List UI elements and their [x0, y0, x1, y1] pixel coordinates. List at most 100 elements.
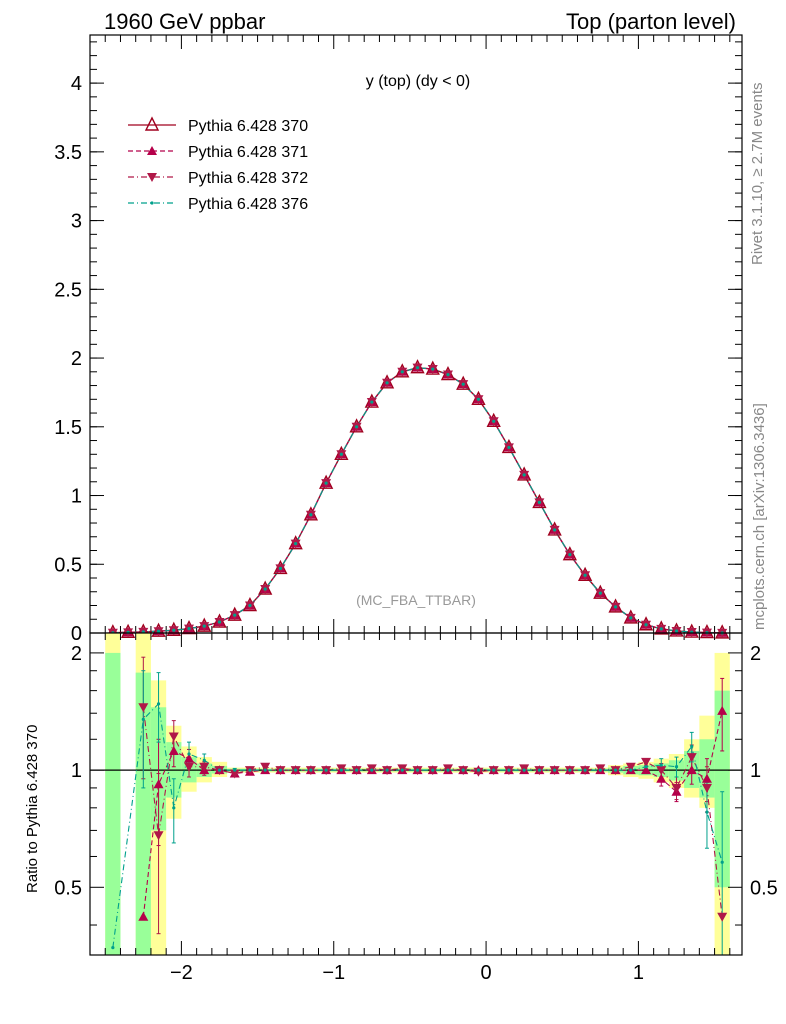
ratio-data-point	[156, 702, 161, 706]
data-point	[568, 553, 572, 557]
data-point	[309, 513, 313, 517]
ratio-series-layer	[111, 656, 728, 956]
legend-marker	[150, 201, 154, 205]
ratio-uncertainty-bands	[90, 633, 742, 955]
ratio-y-axis-label: Ratio to Pythia 6.428 370	[24, 725, 41, 893]
ratio-data-point	[153, 779, 164, 789]
ratio-data-point	[598, 768, 602, 772]
ratio-data-point	[583, 768, 587, 772]
data-point	[294, 542, 298, 546]
header-energy-label: 1960 GeV ppbar	[104, 9, 265, 34]
ratio-data-point	[385, 768, 389, 772]
ratio-data-point	[184, 753, 195, 763]
data-point	[187, 627, 191, 631]
ratio-plot-frame	[89, 632, 743, 956]
ratio-data-point	[431, 768, 435, 772]
main-plot-title: y (top) (dy < 0)	[366, 73, 470, 90]
data-point	[156, 629, 161, 633]
y-tick-label: 1.5	[54, 417, 82, 439]
ratio-data-point	[656, 766, 667, 776]
data-point	[400, 370, 404, 374]
ratio-data-point	[641, 757, 652, 767]
data-point	[674, 629, 679, 633]
ratio-data-point	[613, 768, 618, 772]
ratio-y-tick-label-left: 2	[71, 643, 82, 665]
ratio-data-point	[138, 911, 149, 921]
main-panel: 0 0.5 1 1.5 2 2.5 3 3.5 4 y (top) (dy < 0) (MC_F…	[54, 34, 743, 645]
data-point	[446, 372, 450, 377]
ratio-data-point	[294, 768, 298, 772]
ratio-data-point	[705, 810, 709, 814]
main-axis-ticks: 0 0.5 1 1.5 2 2.5 3 3.5 4	[54, 35, 742, 645]
rivet-version-label: Rivet 3.1.10, ≥ 2.7M events	[749, 83, 766, 266]
main-series-layer	[105, 359, 730, 639]
ratio-data-point	[370, 768, 374, 772]
data-point	[659, 627, 663, 631]
x-tick-label: −1	[322, 962, 345, 984]
ratio-series-line	[112, 702, 723, 948]
x-tick-label: 0	[481, 962, 492, 984]
ratio-data-point	[522, 768, 526, 772]
ratio-data-point	[537, 768, 541, 772]
data-point	[248, 603, 252, 608]
ratio-data-point	[701, 783, 712, 793]
data-point	[629, 616, 633, 620]
legend-label: Pythia 6.428 370	[188, 118, 308, 135]
legend-label: Pythia 6.428 376	[188, 196, 308, 213]
ratio-data-point	[168, 745, 179, 755]
ratio-data-point	[690, 744, 694, 749]
ratio-data-point	[111, 945, 115, 950]
ratio-data-point	[686, 765, 697, 775]
ratio-data-point	[202, 758, 206, 762]
ratio-data-point	[199, 762, 210, 772]
ratio-data-point	[187, 752, 191, 756]
data-point	[415, 366, 420, 370]
legend-label: Pythia 6.428 371	[188, 144, 308, 161]
ratio-series-line	[142, 707, 723, 917]
ratio-data-point	[629, 768, 633, 772]
data-point	[522, 473, 526, 477]
y-tick-label: 1	[71, 486, 82, 508]
y-tick-label: 0	[71, 623, 82, 645]
data-point	[461, 382, 465, 386]
legend-marker	[147, 173, 157, 182]
ratio-data-point	[507, 768, 511, 772]
ratio-data-point	[717, 705, 728, 715]
ratio-data-point	[656, 773, 667, 783]
ratio-data-point	[674, 765, 679, 769]
data-point	[278, 566, 283, 570]
ratio-y-tick-label-left: 0.5	[54, 877, 82, 899]
ratio-y-tick-label-right: 1	[750, 760, 761, 782]
ratio-data-point	[415, 768, 420, 772]
ratio-data-point	[644, 765, 648, 769]
data-point	[202, 624, 206, 628]
data-point	[172, 628, 176, 632]
y-tick-label: 3	[71, 211, 82, 233]
data-point	[354, 425, 359, 429]
ratio-y-tick-label-right: 0.5	[750, 877, 778, 899]
ratio-data-point	[717, 912, 728, 922]
ratio-data-point	[720, 860, 724, 864]
ratio-data-point	[248, 768, 252, 772]
data-point	[583, 573, 587, 577]
data-point	[324, 481, 328, 485]
ratio-data-point	[568, 768, 572, 772]
ratio-axis-ticks: 0.5 0.5 1 1 2 2 −2 −1 0 1	[54, 633, 778, 984]
data-point	[233, 613, 237, 617]
x-tick-label: 1	[633, 962, 644, 984]
ratio-data-point	[659, 763, 663, 767]
data-point	[370, 400, 374, 404]
ratio-y-tick-label-right: 2	[750, 643, 761, 665]
ratio-data-point	[641, 765, 652, 775]
ratio-data-point	[153, 831, 164, 841]
legend-label: Pythia 6.428 372	[188, 170, 308, 187]
ratio-data-point	[324, 768, 328, 772]
ratio-data-point	[671, 783, 682, 793]
ratio-data-point	[446, 768, 450, 772]
x-tick-label: −2	[170, 962, 193, 984]
ratio-data-point	[138, 703, 149, 713]
data-point	[644, 623, 648, 627]
y-tick-label: 2	[71, 348, 82, 370]
ratio-data-point	[309, 768, 313, 772]
